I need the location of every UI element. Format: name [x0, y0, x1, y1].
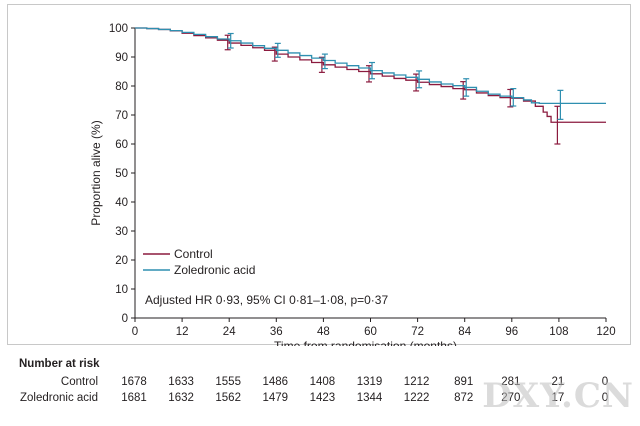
y-axis-label: Proportion alive (%)	[89, 120, 103, 225]
y-tick-label: 30	[115, 226, 128, 238]
risk-count: 1479	[262, 392, 289, 404]
x-tick-label: 0	[132, 326, 138, 338]
risk-count: 270	[501, 392, 521, 404]
survival-chart: 0 12 24 36 48 60 72 84 96 108 120 0 10 20 30 40 50 60 70 80…	[89, 23, 616, 346]
risk-count: 21	[551, 376, 565, 388]
y-tick-label: 40	[115, 197, 128, 209]
risk-count: 0	[601, 392, 609, 404]
risk-count: 1562	[215, 392, 241, 404]
y-tick-label: 10	[115, 284, 128, 296]
risk-count: 0	[601, 376, 609, 388]
risk-count: 17	[551, 392, 565, 404]
x-tick-label: 48	[317, 326, 330, 338]
chart-frame: 0 12 24 36 48 60 72 84 96 108 120 0 10 20 30 40 50 60 70 80…	[7, 4, 631, 346]
x-tick-label: 60	[364, 326, 377, 338]
risk-count: 1344	[356, 392, 383, 404]
risk-count: 1408	[309, 376, 336, 388]
x-tick-label: 120	[596, 326, 615, 338]
y-tick-label: 90	[115, 52, 128, 64]
risk-count: 1678	[121, 376, 147, 388]
risk-count: 1681	[121, 392, 147, 404]
risk-table-title: Number at risk	[19, 358, 100, 370]
series-group	[135, 27, 606, 145]
risk-count: 891	[454, 376, 474, 388]
risk-count: 1423	[309, 392, 336, 404]
risk-count: 872	[454, 392, 474, 404]
risk-count: 281	[501, 376, 521, 388]
x-tick-label: 84	[458, 326, 471, 338]
risk-row-label: Control	[60, 376, 98, 388]
legend-label: Control	[174, 247, 213, 261]
series-line-control	[135, 27, 606, 123]
axes: 0 12 24 36 48 60 72 84 96 108 120 0 10 20 30 40 50 60 70 80…	[89, 23, 616, 346]
x-tick-label: 72	[411, 326, 424, 338]
risk-count: 1222	[403, 392, 430, 404]
x-axis-label: Time from randomisation (months)	[274, 339, 457, 346]
legend-label: Zoledronic acid	[174, 263, 255, 277]
risk-row-label: Zoledronic acid	[20, 392, 98, 404]
y-tick-label: 50	[115, 168, 128, 180]
y-tick-label: 20	[115, 255, 128, 267]
risk-count: 1633	[168, 376, 194, 388]
y-tick-label: 70	[115, 110, 128, 122]
series-line-zoledronic-acid	[135, 27, 606, 105]
x-tick-label: 96	[505, 326, 518, 338]
legend: Control Zoledronic acid	[143, 247, 255, 277]
x-tick-label: 24	[223, 326, 236, 338]
risk-count: 1212	[403, 376, 430, 388]
x-tick-label: 108	[549, 326, 568, 338]
x-tick-label: 12	[176, 326, 189, 338]
risk-count: 1486	[262, 376, 289, 388]
risk-count: 1632	[168, 392, 194, 404]
risk-count: 1555	[215, 376, 241, 388]
y-tick-label: 80	[115, 81, 128, 93]
x-tick-label: 36	[270, 326, 283, 338]
hr-annotation: Adjusted HR 0·93, 95% CI 0·81–1·08, p=0·…	[145, 293, 388, 307]
y-tick-label: 0	[122, 313, 128, 325]
y-tick-label: 60	[115, 139, 128, 151]
y-tick-label: 100	[109, 23, 128, 35]
watermark: DXY.CN	[482, 376, 634, 416]
risk-count: 1319	[356, 376, 383, 388]
